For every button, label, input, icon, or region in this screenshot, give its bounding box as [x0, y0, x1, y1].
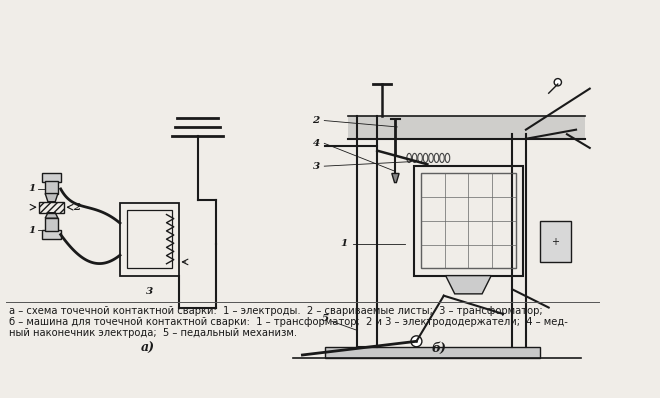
Text: +: + [551, 237, 559, 247]
Bar [39, 202, 64, 213]
Circle shape [411, 336, 422, 347]
Text: а – схема точечной контактной сварки:  1 – электроды.  2 – свариваемые листы;  3: а – схема точечной контактной сварки: 1 … [9, 306, 543, 316]
Polygon shape [392, 174, 399, 183]
Polygon shape [45, 193, 58, 202]
Text: 1: 1 [340, 239, 347, 248]
Text: а): а) [141, 342, 154, 355]
Polygon shape [446, 276, 491, 294]
Polygon shape [45, 213, 58, 218]
Text: 3: 3 [146, 287, 153, 296]
Circle shape [554, 78, 562, 86]
Text: 5: 5 [321, 314, 329, 323]
Bar [540, 221, 572, 262]
Text: 1: 1 [28, 184, 35, 193]
Bar [42, 230, 61, 239]
Text: 2: 2 [312, 116, 319, 125]
Text: 4: 4 [312, 139, 319, 148]
Bar [414, 166, 523, 276]
Bar [348, 116, 585, 139]
Bar [120, 203, 180, 276]
Bar [45, 181, 58, 193]
Bar [127, 210, 172, 268]
Bar [325, 347, 540, 358]
Text: 1: 1 [28, 226, 35, 234]
Text: б): б) [432, 342, 447, 355]
Text: 2: 2 [73, 203, 81, 212]
Text: 3: 3 [312, 162, 319, 171]
Bar [42, 173, 61, 181]
Bar [45, 218, 58, 231]
Text: б – машина для точечной контактной сварки:  1 – трансформатор;  2 и 3 – электрод: б – машина для точечной контактной сварк… [9, 317, 568, 327]
Text: ный наконечник электрода;  5 – педальный механизм.: ный наконечник электрода; 5 – педальный … [9, 328, 297, 338]
Bar [421, 174, 516, 268]
